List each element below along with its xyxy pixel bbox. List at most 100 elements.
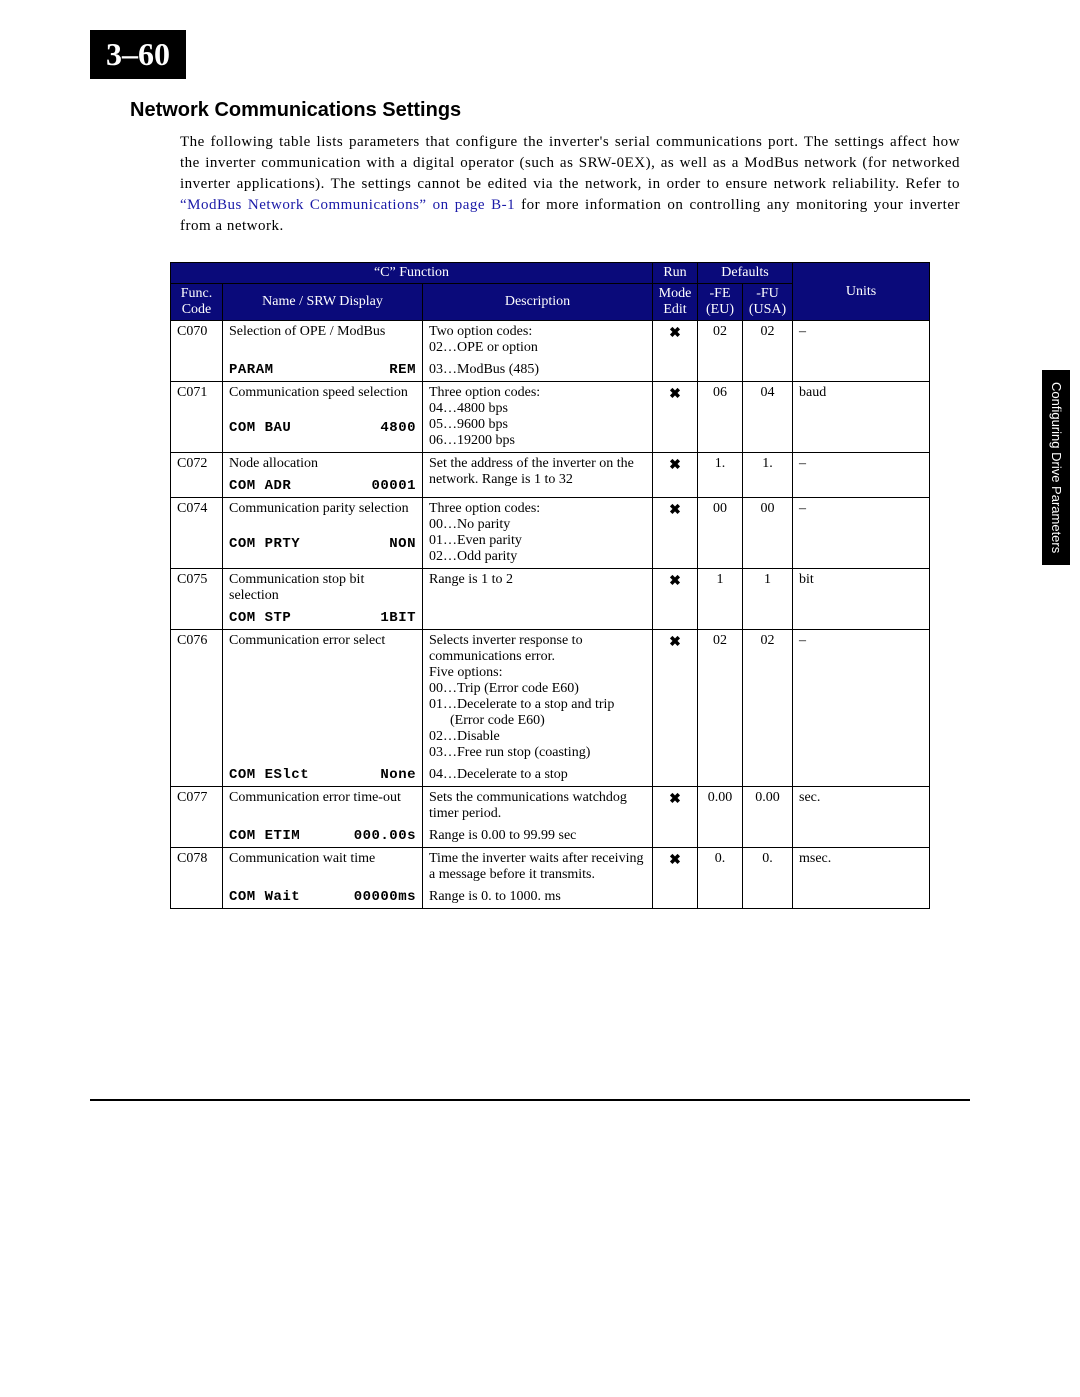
srw-label: COM BAU bbox=[229, 420, 291, 436]
param-name: Communication speed selection bbox=[223, 382, 423, 418]
intro-paragraph: The following table lists parameters tha… bbox=[180, 132, 960, 237]
param-description: Set the address of the inverter on the n… bbox=[423, 453, 653, 498]
srw-value: 1BIT bbox=[380, 610, 416, 626]
param-description-extra: Range is 0.00 to 99.99 sec bbox=[423, 825, 653, 848]
srw-value: 4800 bbox=[380, 420, 416, 436]
srw-display: COM Wait 00000ms bbox=[223, 886, 423, 909]
default-fe: 0.00 bbox=[698, 787, 743, 848]
default-fu: 0.00 bbox=[743, 787, 793, 848]
srw-value: 00000ms bbox=[354, 889, 416, 905]
units: – bbox=[793, 453, 930, 498]
x-mark-icon: ✖ bbox=[653, 848, 698, 909]
param-name: Node allocation bbox=[223, 453, 423, 476]
func-code: C077 bbox=[171, 787, 223, 848]
default-fu: 1. bbox=[743, 453, 793, 498]
srw-label: PARAM bbox=[229, 362, 274, 378]
default-fu: 00 bbox=[743, 498, 793, 569]
default-fe: 1 bbox=[698, 569, 743, 630]
param-name: Communication wait time bbox=[223, 848, 423, 887]
default-fu: 04 bbox=[743, 382, 793, 453]
units: – bbox=[793, 321, 930, 382]
srw-value: REM bbox=[389, 362, 416, 378]
default-fu: 02 bbox=[743, 630, 793, 787]
srw-display: COM BAU 4800 bbox=[223, 417, 423, 453]
header-description: Description bbox=[423, 284, 653, 321]
srw-display: PARAM REM bbox=[223, 359, 423, 382]
table-header: “C” Function Run Defaults Units Func. Co… bbox=[171, 263, 930, 321]
param-name: Selection of OPE / ModBus bbox=[223, 321, 423, 360]
default-fu: 0. bbox=[743, 848, 793, 909]
func-code: C074 bbox=[171, 498, 223, 569]
x-mark-icon: ✖ bbox=[653, 321, 698, 382]
header-fu: -FU (USA) bbox=[743, 284, 793, 321]
parameters-table: “C” Function Run Defaults Units Func. Co… bbox=[170, 262, 930, 909]
page-number: 3–60 bbox=[90, 30, 186, 79]
param-description: Three option codes:04…4800 bps05…9600 bp… bbox=[423, 382, 653, 453]
param-name: Communication error time-out bbox=[223, 787, 423, 826]
units: – bbox=[793, 498, 930, 569]
default-fe: 1. bbox=[698, 453, 743, 498]
header-mode-edit: Mode Edit bbox=[653, 284, 698, 321]
x-mark-icon: ✖ bbox=[653, 498, 698, 569]
srw-value: None bbox=[380, 767, 416, 783]
default-fe: 06 bbox=[698, 382, 743, 453]
header-units: Units bbox=[793, 263, 930, 321]
srw-label: COM PRTY bbox=[229, 536, 300, 552]
units: sec. bbox=[793, 787, 930, 848]
func-code: C078 bbox=[171, 848, 223, 909]
srw-value: 00001 bbox=[371, 478, 416, 494]
param-name: Communication error select bbox=[223, 630, 423, 765]
side-tab: Configuring Drive Parameters bbox=[1042, 370, 1070, 565]
x-mark-icon: ✖ bbox=[653, 453, 698, 498]
param-description: Selects inverter response to communicati… bbox=[423, 630, 653, 765]
x-mark-icon: ✖ bbox=[653, 569, 698, 630]
default-fe: 02 bbox=[698, 321, 743, 382]
units: msec. bbox=[793, 848, 930, 909]
default-fu: 02 bbox=[743, 321, 793, 382]
param-name: Communication parity selection bbox=[223, 498, 423, 534]
units: baud bbox=[793, 382, 930, 453]
srw-display: COM ETIM000.00s bbox=[223, 825, 423, 848]
param-description-extra: Range is 0. to 1000. ms bbox=[423, 886, 653, 909]
func-code: C076 bbox=[171, 630, 223, 787]
section-heading: Network Communications Settings bbox=[130, 99, 1020, 122]
default-fe: 02 bbox=[698, 630, 743, 787]
default-fu: 1 bbox=[743, 569, 793, 630]
default-fe: 0. bbox=[698, 848, 743, 909]
intro-part1: The following table lists parameters tha… bbox=[180, 134, 960, 192]
srw-display: COM STP 1BIT bbox=[223, 607, 423, 630]
srw-value: NON bbox=[389, 536, 416, 552]
srw-display: COM PRTY NON bbox=[223, 533, 423, 569]
default-fe: 00 bbox=[698, 498, 743, 569]
func-code: C072 bbox=[171, 453, 223, 498]
header-defaults: Defaults bbox=[698, 263, 793, 284]
table-body: C070Selection of OPE / ModBusTwo option … bbox=[171, 321, 930, 909]
func-code: C070 bbox=[171, 321, 223, 382]
param-description: Two option codes:02…OPE or option bbox=[423, 321, 653, 360]
srw-label: COM ESlct bbox=[229, 767, 309, 783]
header-c-function: “C” Function bbox=[171, 263, 653, 284]
x-mark-icon: ✖ bbox=[653, 630, 698, 787]
footer-line bbox=[90, 1099, 970, 1101]
srw-label: COM STP bbox=[229, 610, 291, 626]
srw-label: COM ADR bbox=[229, 478, 291, 494]
srw-display: COM ADR 00001 bbox=[223, 475, 423, 498]
header-func-code: Func. Code bbox=[171, 284, 223, 321]
srw-display: COM ESlct None bbox=[223, 764, 423, 787]
func-code: C071 bbox=[171, 382, 223, 453]
param-description: Sets the communications watchdog timer p… bbox=[423, 787, 653, 826]
srw-label: COM Wait bbox=[229, 889, 300, 905]
header-fe: -FE (EU) bbox=[698, 284, 743, 321]
param-description: Range is 1 to 2 bbox=[423, 569, 653, 630]
units: – bbox=[793, 630, 930, 787]
param-description: Three option codes:00…No parity01…Even p… bbox=[423, 498, 653, 569]
param-description: Time the inverter waits after receiving … bbox=[423, 848, 653, 887]
x-mark-icon: ✖ bbox=[653, 382, 698, 453]
modbus-link[interactable]: “ModBus Network Communications” on page … bbox=[180, 197, 515, 213]
header-name-srw: Name / SRW Display bbox=[223, 284, 423, 321]
param-description-extra: 03…ModBus (485) bbox=[423, 359, 653, 382]
param-name: Communication stop bit selection bbox=[223, 569, 423, 608]
units: bit bbox=[793, 569, 930, 630]
header-run: Run bbox=[653, 263, 698, 284]
x-mark-icon: ✖ bbox=[653, 787, 698, 848]
